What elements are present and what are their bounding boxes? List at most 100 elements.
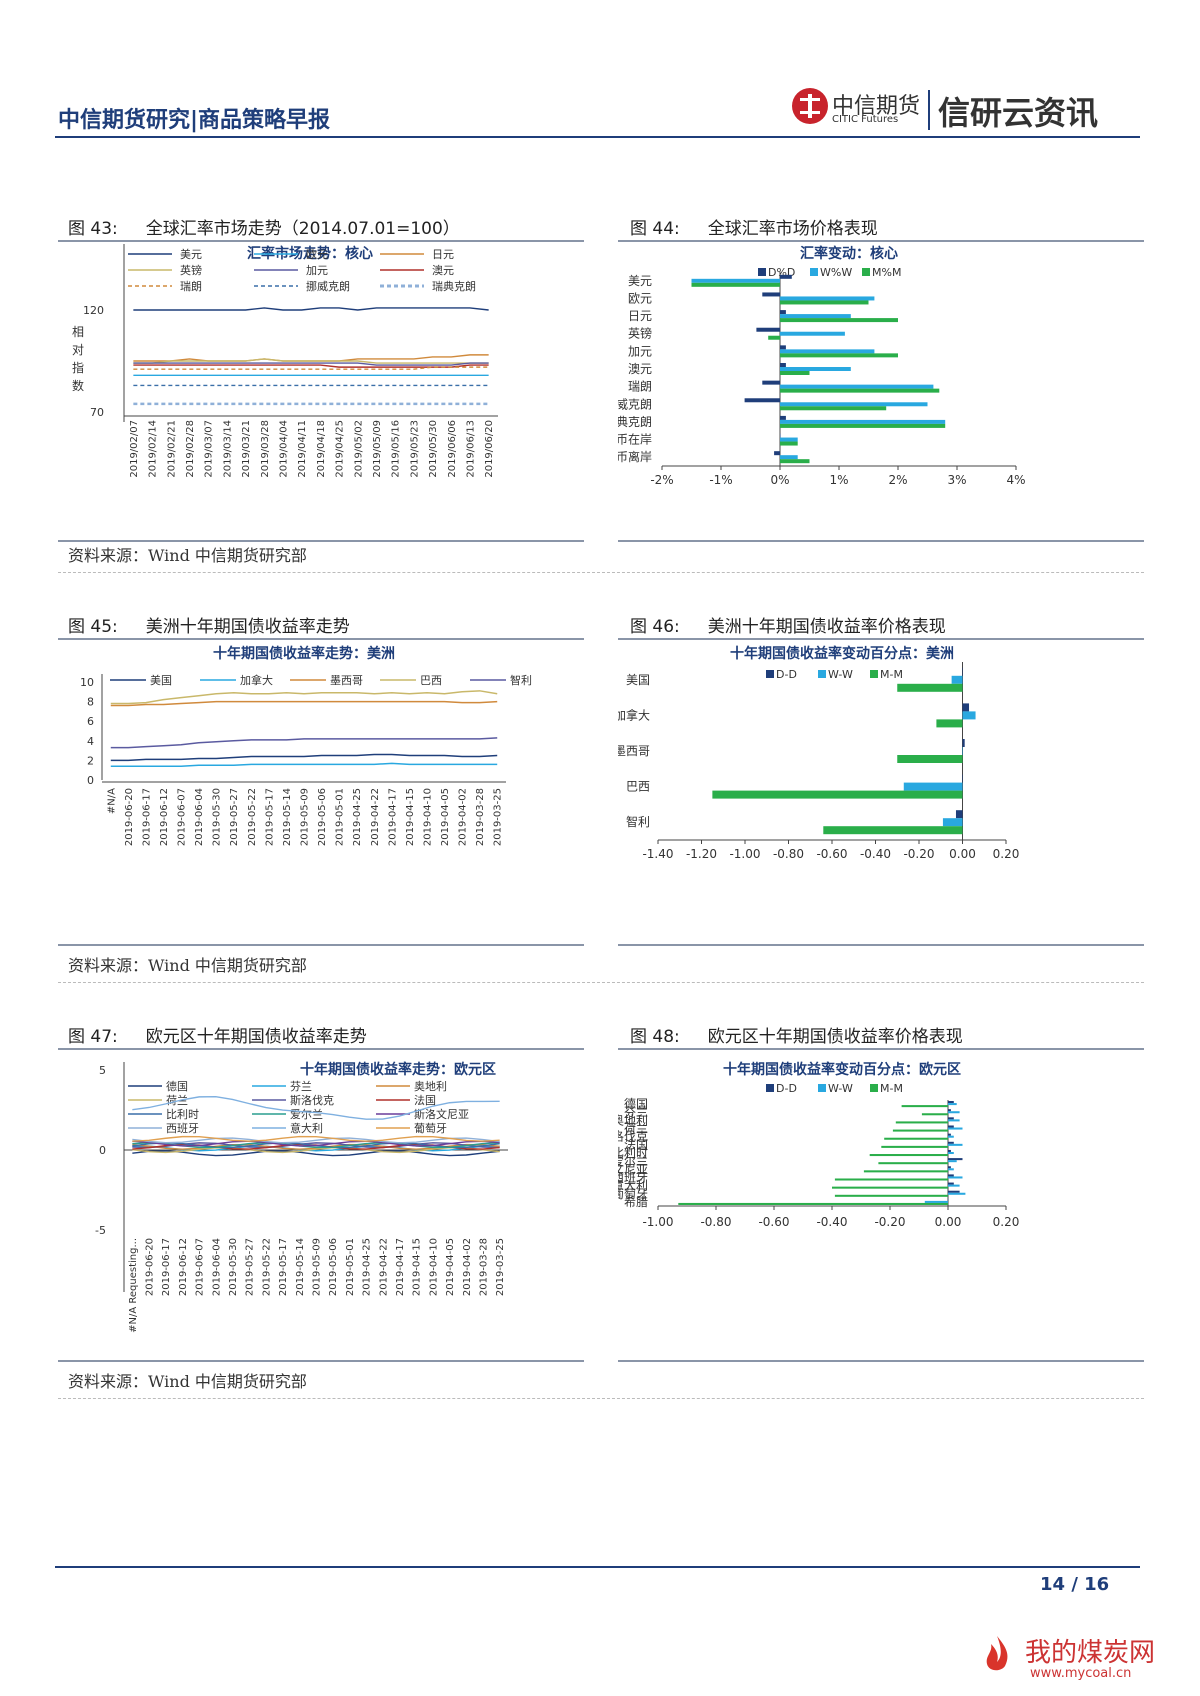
- bar: [780, 310, 786, 315]
- bar: [780, 314, 851, 319]
- x-tick-label: 2019-06-12: [178, 1238, 189, 1296]
- series-line: [132, 1147, 500, 1154]
- bar: [780, 433, 781, 438]
- category-label: 澳元: [628, 362, 652, 376]
- bar: [936, 719, 963, 728]
- x-tick-label: 4%: [1006, 473, 1025, 487]
- bar: [768, 335, 780, 340]
- bar: [948, 1111, 960, 1114]
- x-tick-label: 2019-04-22: [370, 788, 381, 846]
- x-tick-label: 2019-05-01: [335, 788, 346, 846]
- bar: [948, 1133, 951, 1136]
- bar: [756, 327, 780, 332]
- y-tick-label: 6: [87, 715, 94, 728]
- x-tick-label: 2019/04/18: [316, 420, 327, 478]
- bar: [834, 1194, 948, 1197]
- bar: [948, 1135, 954, 1138]
- legend-label: M-M: [880, 668, 903, 681]
- citic-logo-icon: [792, 88, 828, 124]
- source-2: 资料来源：Wind 中信期货研究部: [68, 956, 307, 975]
- chart-title: 十年期国债收益率变动百分点：美洲: [730, 645, 954, 662]
- series-line: [133, 307, 489, 311]
- chart-44: 汇率变动：核心D%D W%W M%M-2% -1% 0% 1% 2% 3% 4%美元欧元日元英镑…: [618, 245, 1026, 487]
- bar: [901, 1105, 948, 1108]
- category-label: 欧元: [628, 291, 652, 305]
- fig43-rule: [58, 240, 584, 242]
- x-tick-label: 2019/03/07: [204, 420, 215, 478]
- chart-47: 十年期国债收益率走势：欧元区50-5德国 芬兰 奥地利荷兰 斯洛伐克 法国比利时 爱尔兰斯…: [95, 1061, 508, 1333]
- x-tick-label: 2019/02/14: [148, 420, 159, 478]
- x-tick-label: 2019-04-02: [462, 1238, 473, 1296]
- fig46-rule: [618, 638, 1144, 640]
- y-tick-label: -5: [95, 1224, 106, 1237]
- category-label: 智利: [626, 814, 650, 829]
- x-tick-label: -1%: [709, 473, 732, 487]
- bar: [881, 1145, 948, 1148]
- bar: [924, 1200, 948, 1203]
- legend-swatch: [758, 268, 766, 276]
- category-label: 意大利: [618, 1178, 648, 1193]
- x-tick-label: 2019-04-05: [440, 788, 451, 846]
- series-line: [132, 1135, 500, 1142]
- bar: [823, 826, 963, 835]
- bar: [780, 349, 875, 354]
- x-tick-label: 0%: [770, 473, 789, 487]
- category-label: 奥地利: [618, 1113, 648, 1127]
- bar: [863, 1170, 948, 1173]
- section-divider-1: [58, 572, 1144, 574]
- bar: [780, 455, 798, 460]
- x-tick-label: 2019-05-14: [282, 788, 293, 846]
- legend-label: M%M: [872, 266, 901, 279]
- x-tick-label: 2019-06-17: [161, 1238, 172, 1296]
- bar: [948, 1103, 957, 1106]
- legend-label: W%W: [820, 266, 852, 279]
- legend-label: 日元: [432, 248, 454, 261]
- bar: [780, 441, 798, 446]
- bar: [780, 423, 946, 428]
- x-tick-label: -0.20: [874, 1215, 905, 1229]
- chart-46: 十年期国债收益率变动百分点：美洲 D-D W-W M-M -1.40 -1.20 -1.00…: [618, 645, 1019, 861]
- bar: [878, 1162, 948, 1165]
- legend-swatch: [818, 670, 826, 678]
- y-axis-label-char: 对: [72, 343, 84, 357]
- x-tick-label: #N/A: [106, 788, 117, 814]
- bar: [962, 739, 965, 747]
- series-line: [110, 700, 498, 707]
- bar: [948, 1198, 949, 1201]
- x-tick-label: 2019/04/11: [297, 420, 308, 478]
- bar: [948, 1125, 954, 1128]
- x-tick-label: 3%: [947, 473, 966, 487]
- x-tick-label: 2019/04/04: [278, 420, 289, 478]
- bar: [774, 451, 780, 456]
- x-tick-label: 2019/06/20: [484, 420, 495, 478]
- fig46-title: 图 46: 美洲十年期国债收益率价格表现: [630, 617, 946, 637]
- bar: [869, 1154, 948, 1157]
- x-tick-label: 2019-05-17: [264, 788, 275, 846]
- bar: [678, 1202, 948, 1205]
- fig43-bottom-rule: [58, 540, 584, 542]
- bar: [948, 1119, 960, 1122]
- x-tick-label: -1.00: [729, 847, 760, 861]
- legend-label: 美国: [150, 674, 172, 687]
- x-tick-label: -0.60: [758, 1215, 789, 1229]
- category-label: 英镑: [628, 326, 652, 341]
- x-tick-label: 2019-04-10: [428, 1238, 439, 1296]
- legend-label: M-M: [880, 1082, 903, 1095]
- bar: [948, 1168, 954, 1171]
- legend-label: 德国: [166, 1079, 188, 1093]
- x-tick-label: 2019-04-17: [387, 788, 398, 846]
- legend-label: 墨西哥: [330, 674, 363, 687]
- fig44-title: 图 44: 全球汇率市场价格表现: [630, 219, 878, 239]
- series-line: [132, 1142, 500, 1149]
- legend-label: 瑞典克朗: [432, 279, 476, 293]
- x-tick-label: 2019-05-14: [295, 1238, 306, 1296]
- bar: [948, 1143, 963, 1146]
- legend-label: D-D: [776, 668, 797, 681]
- legend-label: 意大利: [290, 1121, 323, 1135]
- bar: [948, 1101, 954, 1104]
- fig47-bottom-rule: [58, 1360, 584, 1362]
- x-tick-label: -0.20: [903, 847, 934, 861]
- x-tick-label: 2019-05-01: [345, 1238, 356, 1296]
- legend-label: 美元: [180, 248, 202, 261]
- legend-label: 巴西: [420, 674, 442, 687]
